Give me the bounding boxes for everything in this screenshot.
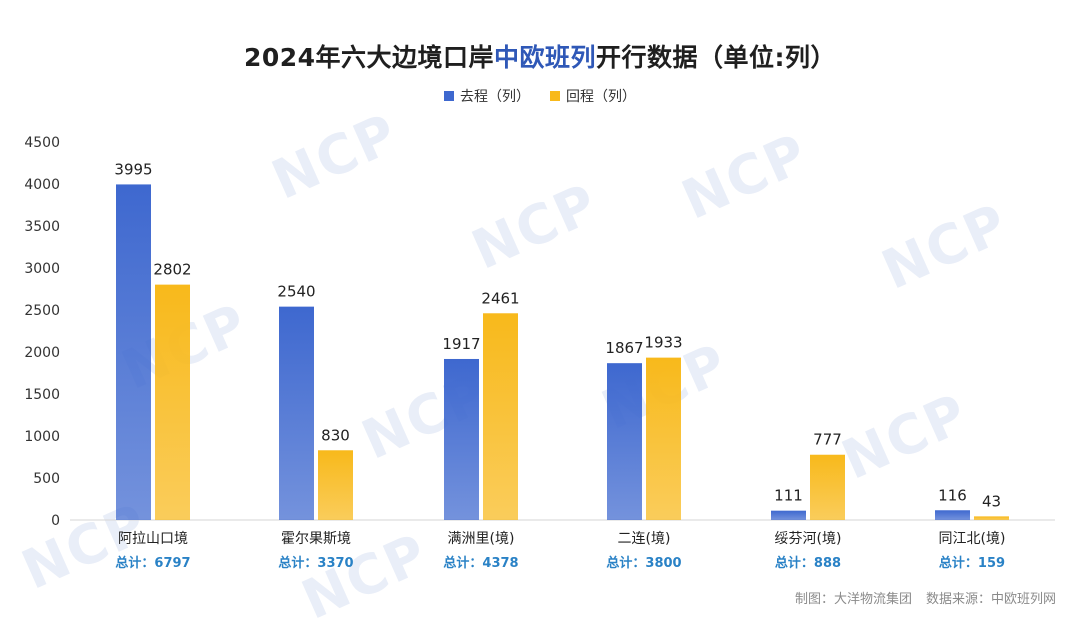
- bar-return: [810, 454, 845, 520]
- chart-legend: 去程（列） 回程（列）: [0, 86, 1080, 106]
- y-tick-label: 1000: [24, 429, 60, 445]
- total-label: 总计：6797: [115, 555, 190, 571]
- total-label: 总计：4378: [443, 555, 518, 571]
- bar-outbound: [444, 358, 479, 520]
- legend-item-return: 回程（列）: [550, 86, 636, 106]
- x-category-label: 二连(境): [618, 531, 671, 547]
- title-prefix: 2024年六大边境口岸: [243, 43, 495, 72]
- data-label-outbound: 1867: [605, 339, 643, 357]
- bar-outbound: [771, 510, 806, 520]
- x-category-label: 绥芬河(境): [775, 531, 842, 547]
- bar-return: [483, 313, 518, 520]
- legend-item-outbound: 去程（列）: [444, 86, 530, 106]
- x-category-label: 霍尔果斯境: [281, 531, 351, 547]
- total-label: 总计：3800: [606, 555, 681, 571]
- x-category-label: 满洲里(境): [448, 531, 515, 547]
- title-suffix: 开行数据（单位:列）: [596, 43, 837, 72]
- y-tick-label: 2000: [24, 345, 60, 361]
- legend-label-outbound: 去程（列）: [460, 89, 530, 105]
- data-label-return: 2461: [481, 289, 519, 307]
- bar-outbound: [116, 184, 151, 521]
- data-label-outbound: 2540: [277, 283, 315, 301]
- bar-outbound: [279, 306, 314, 520]
- legend-swatch-outbound: [444, 91, 454, 101]
- y-tick-label: 4000: [24, 177, 60, 193]
- total-label: 总计：159: [939, 555, 1005, 571]
- legend-swatch-return: [550, 91, 560, 101]
- bar-return: [974, 516, 1009, 520]
- y-tick-label: 3000: [24, 261, 60, 277]
- total-label: 总计：3370: [278, 555, 353, 571]
- y-tick-label: 500: [33, 471, 60, 487]
- footer: 制图：大洋物流集团 数据来源：中欧班列网: [795, 588, 1056, 607]
- y-tick-label: 3500: [24, 219, 60, 235]
- data-label-return: 43: [982, 492, 1001, 510]
- bar-return: [318, 450, 353, 520]
- x-category-label: 阿拉山口境: [118, 531, 188, 547]
- y-tick-label: 1500: [24, 387, 60, 403]
- x-category-label: 同江北(境): [939, 531, 1006, 547]
- data-label-return: 830: [321, 426, 350, 444]
- y-tick-label: 0: [51, 513, 60, 529]
- chart-title: 2024年六大边境口岸中欧班列开行数据（单位:列）: [0, 38, 1080, 74]
- legend-label-return: 回程（列）: [566, 89, 636, 105]
- data-label-outbound: 3995: [114, 160, 152, 178]
- title-highlight: 中欧班列: [494, 43, 597, 72]
- footer-credit: 制图：大洋物流集团: [794, 592, 912, 607]
- y-tick-label: 2500: [24, 303, 60, 319]
- y-tick-label: 4500: [24, 135, 60, 151]
- bar-outbound: [607, 363, 642, 520]
- data-label-return: 2802: [153, 261, 191, 279]
- bar-return: [646, 357, 681, 520]
- bar-return: [155, 284, 190, 520]
- data-label-return: 1933: [644, 334, 682, 352]
- data-label-outbound: 111: [774, 487, 803, 505]
- data-label-outbound: 116: [938, 486, 967, 504]
- bar-outbound: [935, 510, 970, 520]
- footer-source: 数据来源：中欧班列网: [925, 592, 1056, 607]
- data-label-outbound: 1917: [442, 335, 480, 353]
- data-label-return: 777: [813, 431, 842, 449]
- total-label: 总计：888: [775, 555, 841, 571]
